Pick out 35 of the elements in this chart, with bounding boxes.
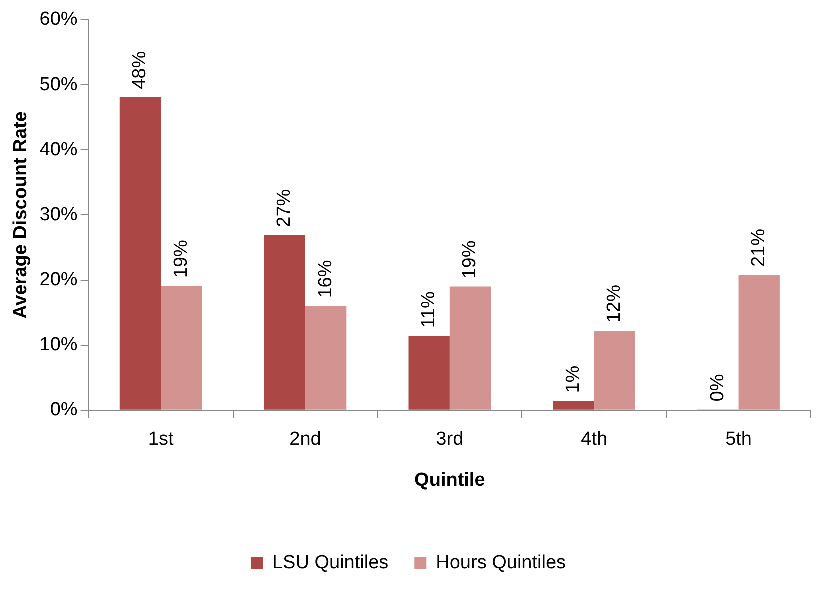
legend-label: LSU Quintiles (272, 552, 389, 574)
y-tick-label: 40% (40, 139, 78, 160)
x-axis-title: Quintile (414, 470, 486, 491)
y-tick-label: 0% (50, 400, 78, 421)
data-label: 19% (460, 240, 481, 279)
data-label: 12% (604, 284, 626, 324)
bar (408, 336, 450, 410)
bar (264, 235, 306, 410)
data-label: 21% (748, 228, 770, 268)
y-tick-label: 60% (40, 9, 78, 30)
data-label: 11% (418, 292, 440, 328)
x-tick-label: 2nd (290, 429, 322, 450)
y-tick-label: 10% (40, 334, 78, 356)
data-label: 1% (563, 366, 584, 394)
y-tick-label: 20% (40, 270, 78, 290)
y-tick-label: 50% (40, 74, 78, 96)
bar (738, 275, 780, 410)
bar (161, 286, 202, 410)
bar (553, 401, 594, 410)
x-tick-label: 3rd (436, 429, 464, 450)
bar (594, 331, 636, 410)
x-tick-label: 1st (148, 429, 174, 450)
bar (120, 97, 162, 410)
data-label: 27% (274, 189, 296, 228)
x-tick-label: 4th (581, 429, 608, 450)
data-label: 0% (707, 374, 728, 402)
bar (450, 286, 492, 410)
data-label: 16% (315, 260, 336, 298)
x-tick-label: 5th (726, 429, 752, 450)
data-label: 48% (130, 51, 151, 90)
y-axis-title: Average Discount Rate (10, 112, 32, 319)
bar (305, 306, 347, 410)
y-tick-label: 30% (40, 204, 78, 226)
legend-label: Hours Quintiles (436, 552, 566, 574)
data-label: 19% (170, 240, 192, 278)
